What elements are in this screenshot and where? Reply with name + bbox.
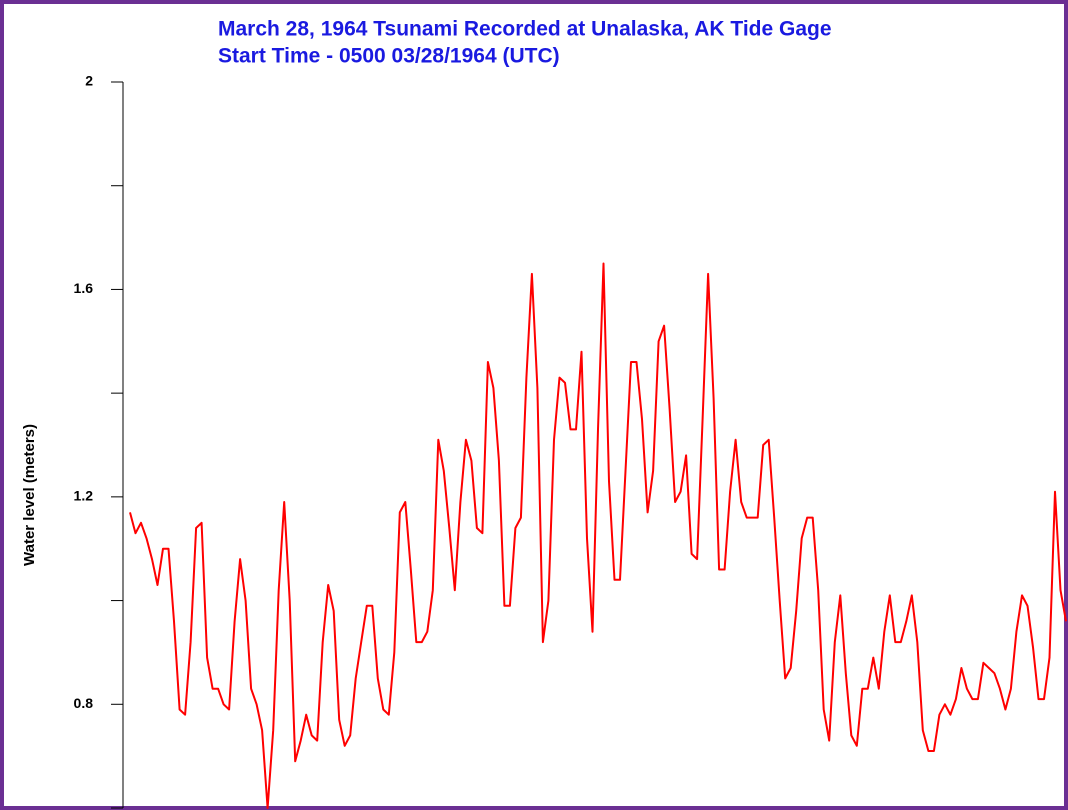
chart-subtitle: Start Time - 0500 03/28/1964 (UTC): [218, 45, 560, 68]
y-tick-label: 1.6: [74, 280, 94, 296]
y-tick-label: 0.8: [74, 695, 94, 711]
y-tick-label: 1.2: [74, 488, 94, 504]
y-axis-label: Water level (meters): [21, 424, 38, 566]
y-tick-label: 2: [85, 73, 93, 89]
data-line: [129, 262, 1067, 809]
chart-title: March 28, 1964 Tsunami Recorded at Unala…: [218, 18, 832, 41]
